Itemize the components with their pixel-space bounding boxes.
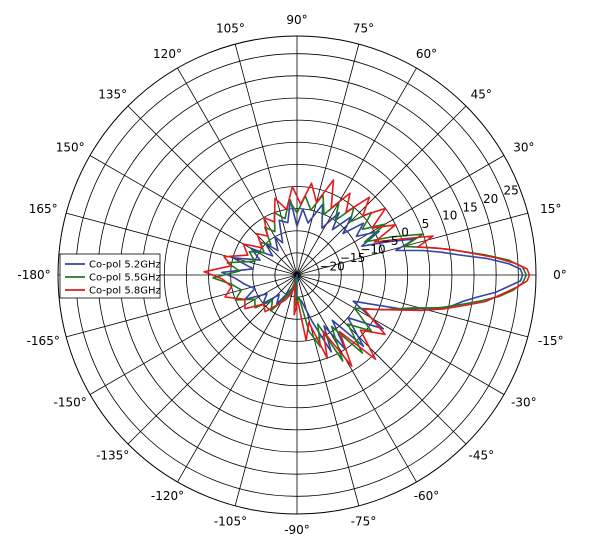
theta-tick-label: -180° (17, 268, 50, 282)
theta-tick-label: 135° (98, 88, 127, 102)
spoke-line (296, 44, 360, 276)
theta-tick-label: 0° (553, 268, 567, 282)
radial-tick-labels: −20−15−10−505 10 15 20 25 (319, 183, 518, 273)
theta-tick-label: 30° (513, 141, 534, 155)
theta-tick-label: 45° (471, 88, 492, 102)
outer-frame (57, 35, 537, 515)
theta-tick-label: -60° (414, 489, 440, 503)
spoke-line (234, 274, 298, 506)
series-line-3 (203, 179, 531, 367)
spoke-line (234, 44, 298, 276)
theta-tick-label: -15° (538, 334, 564, 348)
ring-circle (252, 230, 342, 320)
theta-tick-label: -45° (469, 448, 495, 462)
theta-tick-label: 105° (216, 22, 245, 36)
r-tick-label: −10 (360, 243, 385, 257)
theta-tick-label: -75° (351, 514, 377, 528)
theta-tick-label: -165° (27, 334, 60, 348)
r-tick-label: 5 (422, 217, 430, 231)
theta-tick-label: -120° (151, 489, 184, 503)
ring-circle (230, 208, 364, 342)
series-line-1 (221, 199, 524, 353)
r-tick-label: −5 (381, 234, 399, 248)
r-tick-label: 15 (463, 200, 478, 214)
r-tick-label: 25 (503, 183, 518, 197)
r-tick-label: 0 (401, 226, 409, 240)
ring-circle (185, 163, 409, 387)
polar-grid (57, 35, 537, 515)
angular-tick-labels: 0° 15° 30° 45° 60° 75° 90° 105° 120° 135° 150° 165°… (17, 13, 566, 537)
ring-circle (208, 186, 386, 364)
series-layer (203, 179, 531, 367)
r-tick-label: 20 (483, 192, 498, 206)
r-tick-label: 10 (442, 209, 457, 223)
theta-tick-label: 120° (153, 47, 182, 61)
theta-tick-label: -30° (511, 396, 537, 410)
legend: Co-pol 5.2GHz Co-pol 5.5GHz Co-pol 5.8GHz (59, 253, 161, 299)
theta-tick-label: 90° (286, 13, 307, 27)
theta-tick-label: -90° (284, 523, 310, 537)
theta-tick-label: 60° (416, 47, 437, 61)
theta-tick-label: 75° (353, 22, 374, 36)
r-tick-label: −20 (319, 260, 344, 274)
theta-tick-label: -105° (214, 514, 247, 528)
legend-label: Co-pol 5.8GHz (89, 286, 161, 297)
ring-circle (163, 141, 431, 409)
legend-label: Co-pol 5.5GHz (89, 273, 161, 284)
theta-tick-label: -135° (96, 448, 129, 462)
theta-tick-label: 15° (540, 202, 561, 216)
theta-tick-label: -150° (54, 396, 87, 410)
theta-tick-label: 150° (56, 141, 85, 155)
legend-label: Co-pol 5.2GHz (89, 260, 161, 271)
theta-tick-label: 165° (29, 202, 58, 216)
r-tick-label: −15 (340, 251, 365, 265)
